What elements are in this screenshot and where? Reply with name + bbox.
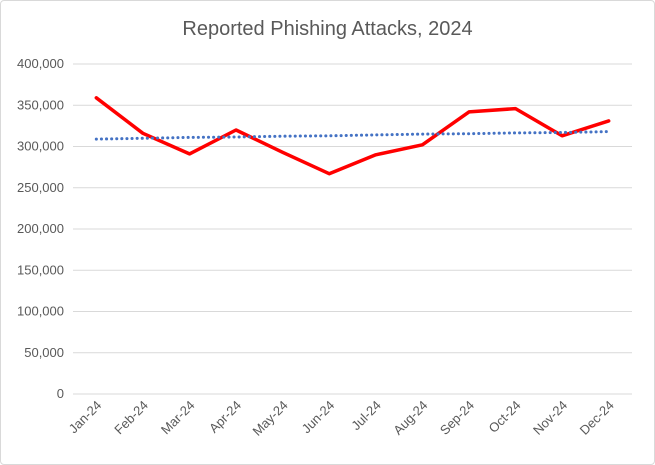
y-tick-label: 100,000: [17, 304, 64, 319]
x-tick-label: Oct-24: [485, 398, 523, 436]
x-tick-label: Dec-24: [577, 398, 617, 438]
x-tick-label: Jan-24: [66, 398, 105, 437]
y-tick-label: 150,000: [17, 262, 64, 277]
x-tick-label: Nov-24: [530, 398, 570, 438]
x-tick-label: Jun-24: [299, 398, 338, 437]
x-tick-label: Sep-24: [437, 398, 477, 438]
chart-title: Reported Phishing Attacks, 2024: [182, 18, 473, 40]
x-tick-label: Jul-24: [348, 398, 384, 434]
phishing-attacks-series: [94, 96, 611, 176]
gridlines: [73, 63, 632, 395]
trendline-series: [94, 130, 611, 141]
y-tick-label: 350,000: [17, 97, 64, 112]
y-tick-label: 250,000: [17, 180, 64, 195]
y-tick-label: 0: [57, 386, 64, 401]
series-lines: [94, 96, 611, 176]
x-tick-label: Apr-24: [206, 398, 244, 436]
y-tick-label: 400,000: [17, 56, 64, 71]
x-tick-label: Feb-24: [111, 398, 151, 438]
x-tick-label: Mar-24: [158, 398, 198, 438]
y-tick-label: 50,000: [24, 345, 64, 360]
x-tick-label: May-24: [249, 398, 290, 439]
y-tick-label: 300,000: [17, 139, 64, 154]
x-tick-label: Aug-24: [390, 398, 430, 438]
x-axis-ticks: Jan-24 Feb-24 Mar-24 Apr-24 May-24 Jun-24 Jul-…: [66, 398, 617, 439]
y-axis-ticks: 0 50,000 100,000 150,000 200,000 250,000 300,0…: [17, 56, 64, 401]
y-tick-label: 200,000: [17, 221, 64, 236]
